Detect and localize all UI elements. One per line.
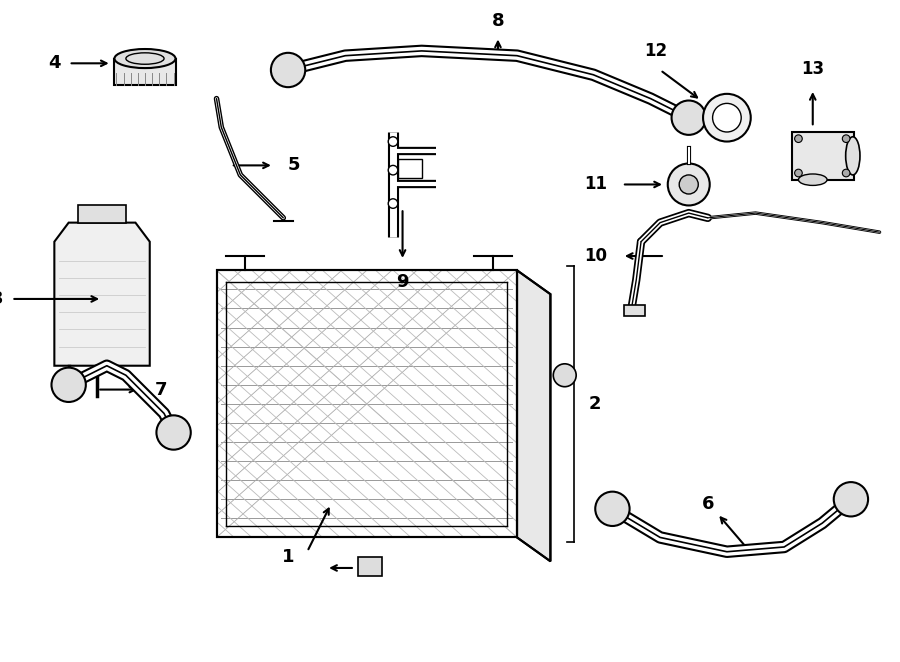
- Circle shape: [388, 137, 398, 146]
- Text: 1: 1: [282, 547, 294, 565]
- Text: 11: 11: [585, 175, 608, 193]
- Text: 10: 10: [585, 247, 608, 265]
- Circle shape: [795, 135, 802, 142]
- Bar: [114, 58, 176, 85]
- Circle shape: [842, 135, 850, 142]
- Ellipse shape: [846, 137, 860, 175]
- Bar: [792, 132, 854, 179]
- Circle shape: [680, 175, 698, 194]
- Circle shape: [703, 94, 751, 142]
- Bar: [357, 557, 382, 575]
- Circle shape: [795, 169, 802, 177]
- Circle shape: [595, 492, 630, 526]
- Ellipse shape: [798, 174, 827, 185]
- Circle shape: [271, 53, 305, 87]
- Text: 13: 13: [801, 60, 824, 77]
- Bar: [398, 159, 421, 178]
- Circle shape: [388, 166, 398, 175]
- Text: 7: 7: [155, 381, 167, 399]
- Circle shape: [671, 101, 706, 135]
- Circle shape: [51, 367, 86, 402]
- Ellipse shape: [114, 49, 176, 68]
- Text: 12: 12: [644, 42, 667, 60]
- Text: 3: 3: [0, 290, 4, 308]
- Text: 4: 4: [48, 54, 60, 72]
- Circle shape: [842, 169, 850, 177]
- Text: 8: 8: [491, 12, 504, 30]
- Text: 2: 2: [589, 395, 601, 413]
- Text: 9: 9: [396, 273, 409, 291]
- Polygon shape: [517, 270, 551, 561]
- Polygon shape: [54, 222, 149, 365]
- Circle shape: [388, 199, 398, 209]
- Circle shape: [713, 103, 742, 132]
- Bar: [624, 305, 645, 316]
- Circle shape: [833, 482, 868, 516]
- Circle shape: [157, 415, 191, 449]
- Text: 6: 6: [702, 495, 714, 513]
- Text: 5: 5: [288, 156, 301, 174]
- Circle shape: [668, 164, 710, 205]
- Circle shape: [554, 364, 576, 387]
- Bar: [78, 205, 126, 222]
